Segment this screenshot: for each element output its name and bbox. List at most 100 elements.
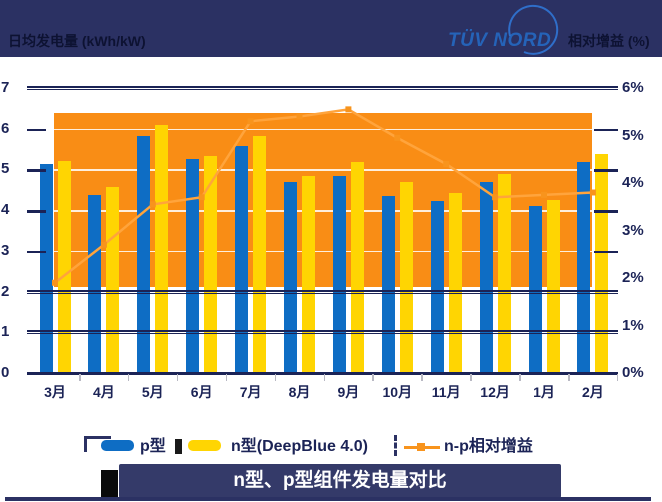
legend-bracket-icon [84,436,111,452]
x-minor-tick [225,374,228,381]
month-label: 11月 [431,384,461,400]
gridline-light [46,128,592,131]
gain-point-marker [52,279,58,286]
gridline-navy [27,289,618,294]
left-axis-tick-label: 0 [1,364,10,381]
right-tick [594,210,618,213]
p-bar [284,181,297,373]
n-bar [399,182,413,373]
month-label: 1月 [533,384,555,400]
left-axis-title: 日均发电量 (kWh/kW) [8,33,146,49]
month-label: 5月 [141,384,164,400]
x-minor-tick [79,374,81,381]
left-axis-tick-label: 5 [1,160,10,178]
x-minor-tick [421,374,423,381]
left-axis-tick-label: 4 [1,201,10,219]
right-axis-title: 相对增益 (%) [568,33,650,49]
legend-p-label: p型 [140,438,166,455]
right-tick [594,169,618,172]
n-bar [350,162,364,373]
gridline-light [46,210,592,212]
month-label: 4月 [92,384,115,400]
right-axis-tick-label: 2% [622,269,644,286]
right-axis-tick-label: 5% [622,126,644,144]
gain-line [54,108,593,284]
chart-title-banner: n型、p型组件发电量对比 [119,464,561,498]
gain-point-marker [345,106,352,113]
gain-point-marker [247,118,254,125]
month-label: 3月 [44,384,66,400]
legend-p-swatch [101,440,134,451]
gridline-light [46,169,592,171]
p-bar [332,175,346,373]
left-axis-tick-label: 6 [1,119,10,137]
x-minor-tick [127,374,130,381]
gain-point-marker [541,191,547,198]
n-bar [253,136,267,373]
legend-gain-marker [417,443,425,451]
p-bar [479,181,493,373]
chart-title: n型、p型组件发电量对比 [233,470,447,491]
gain-point-marker [492,194,499,201]
left-tick [27,210,46,213]
right-axis-tick-label: 1% [622,316,644,334]
x-minor-tick [372,374,374,381]
n-bar [448,193,462,373]
p-bar [577,162,591,373]
x-minor-tick [470,374,472,381]
p-bar [235,146,249,373]
month-label: 8月 [288,384,311,400]
n-bar [204,155,218,373]
header-bar: 日均发电量 (kWh/kW) TÜV NORD 相对增益 (%) [0,0,662,57]
right-axis-tick-label: 3% [622,221,644,239]
x-axis-line [27,372,618,375]
p-bar [88,195,102,373]
month-label: 6月 [190,384,213,400]
right-axis-tick-label: 6% [622,79,644,96]
footer-accent-square [101,470,118,497]
p-bar [381,196,395,373]
x-minor-tick [519,374,521,381]
n-bar [302,175,315,373]
legend-n-swatch [188,440,221,451]
left-tick [27,250,46,254]
x-minor-tick [568,374,570,381]
p-bar [137,135,151,373]
left-axis-tick-label: 3 [1,241,10,259]
gridline-light [46,250,592,253]
left-tick [27,128,46,132]
right-axis-tick-label: 4% [622,174,644,191]
logo-arc-icon [508,4,559,55]
legend: p型 n型(DeepBlue 4.0) n-p相对增益 [0,430,662,462]
left-axis-tick-label: 1 [1,323,10,341]
gain-point-marker [149,201,156,208]
right-axis-tick-label: 0% [622,364,644,381]
left-axis-tick-label: 7 [1,79,10,96]
tuv-nord-logo: TÜV NORD [448,30,552,51]
p-bar [186,159,200,373]
gain-point-marker [589,189,596,196]
p-bar [39,164,53,373]
n-bar [497,173,511,373]
n-bar [546,200,560,373]
gain-point-marker [198,194,205,201]
gain-point-marker [296,113,303,120]
n-bar [155,124,169,373]
x-minor-tick [274,374,277,381]
legend-n-label: n型(DeepBlue 4.0) [231,438,368,455]
gridline-navy [27,86,618,90]
gain-line-layer [52,106,596,286]
legend-dash-icon [394,435,397,456]
footer-rule [5,497,651,501]
month-label: 9月 [337,384,360,400]
n-bar [57,161,71,373]
left-axis-tick-label: 2 [1,282,10,300]
month-label: 7月 [239,384,262,400]
month-label: 2月 [581,384,604,400]
left-tick [27,169,46,172]
gain-point-marker [443,161,450,167]
month-label: 10月 [382,384,413,400]
legend-gain-label: n-p相对增益 [444,438,533,455]
right-tick [594,250,618,254]
